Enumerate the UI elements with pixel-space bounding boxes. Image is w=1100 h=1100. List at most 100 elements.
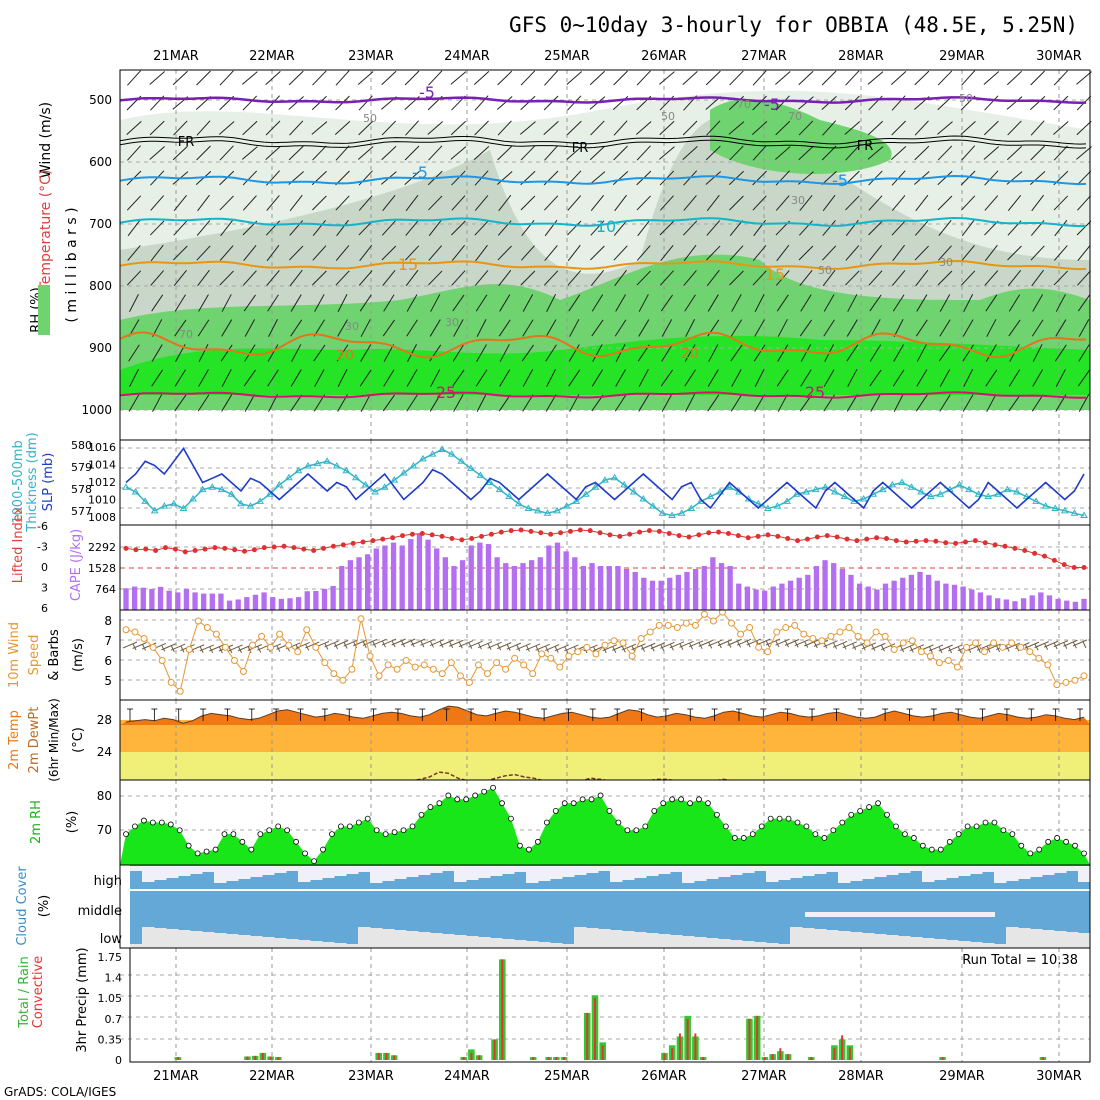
lifted-index-point xyxy=(123,545,129,551)
contour-label: -5 xyxy=(419,83,435,102)
wind-barb xyxy=(730,319,743,337)
wind-barb xyxy=(613,220,628,236)
cape-bar xyxy=(1055,598,1061,610)
low-cloud-gap xyxy=(274,938,287,948)
wind-barb xyxy=(777,394,788,412)
low-cloud-gap xyxy=(586,928,599,948)
wind-barb xyxy=(569,319,580,337)
surface-wind-barb xyxy=(209,644,224,652)
rh2m-point xyxy=(311,858,317,865)
contour-label: -5 xyxy=(832,171,848,190)
wind-speed-point xyxy=(773,628,781,636)
rh2m-point xyxy=(499,800,505,807)
lifted-index-point xyxy=(192,548,198,553)
wind-barb xyxy=(497,70,513,86)
cape-bar xyxy=(951,584,958,610)
wind-barb xyxy=(1031,269,1044,287)
wind-barb xyxy=(173,220,188,236)
wind-barb xyxy=(961,245,975,261)
wind-speed-point xyxy=(755,643,763,651)
rh2m-point xyxy=(606,808,613,814)
high-cloud-gap xyxy=(502,866,515,874)
wind-speed-point xyxy=(1053,681,1061,689)
surface-wind-barb xyxy=(410,638,426,646)
rh2m-point xyxy=(534,838,541,845)
wind-speed-point xyxy=(547,654,555,662)
high-cloud-gap xyxy=(742,866,755,873)
cape-bar xyxy=(425,539,431,610)
lifted-index-point xyxy=(972,538,978,544)
wind-barb xyxy=(890,71,907,85)
contour-label: 10 xyxy=(596,217,616,236)
wind-barb xyxy=(126,270,142,286)
wind-speed-point xyxy=(411,663,419,671)
wind-barb xyxy=(751,121,768,135)
slp-tick-label: 1008 xyxy=(88,511,116,524)
wind-barb xyxy=(312,220,326,236)
thickness-point xyxy=(361,480,370,488)
wind-barb xyxy=(636,195,651,211)
low-cloud-gap xyxy=(838,931,851,948)
cape-bar xyxy=(1003,599,1009,610)
wind-barb xyxy=(405,269,419,287)
wind-barb xyxy=(381,145,397,161)
lifted-index-point xyxy=(1002,543,1008,549)
wind-speed-point xyxy=(872,628,880,636)
thickness-tick-label: 577 xyxy=(71,505,92,518)
wind-barb xyxy=(1076,71,1092,85)
precip-conv-bar xyxy=(941,1057,944,1060)
wind-barb xyxy=(1076,220,1092,236)
lifted-index-point xyxy=(261,545,267,551)
cape-bar xyxy=(149,588,155,610)
high-cloud-gap xyxy=(286,866,299,871)
lifted-index-point xyxy=(390,535,396,541)
wind-barb xyxy=(914,70,930,86)
wind-speed-point xyxy=(239,667,247,675)
cape-bar xyxy=(934,580,940,610)
wind-barb xyxy=(939,394,951,412)
wind-barb xyxy=(428,270,443,286)
lifted-index-point xyxy=(706,530,712,536)
wind-barb xyxy=(381,70,397,86)
wind-barb xyxy=(265,146,281,160)
cape-bar xyxy=(856,583,863,610)
wind-barb xyxy=(335,145,350,161)
thickness-point xyxy=(543,509,552,516)
precip-conv-bar xyxy=(277,1057,280,1060)
rh2m-point xyxy=(418,811,425,818)
wind-speed-point xyxy=(357,615,365,623)
wind-barb xyxy=(312,195,327,211)
wind-barb xyxy=(845,145,860,161)
wind-barb xyxy=(635,121,652,135)
wind-barb xyxy=(1031,394,1044,412)
cape-bar xyxy=(589,563,595,610)
lifted-index-point xyxy=(558,530,564,536)
thickness-point xyxy=(380,483,389,490)
wind-barb xyxy=(358,270,373,286)
high-cloud-gap xyxy=(898,866,911,873)
surface-wind-barb xyxy=(823,640,838,648)
wind-barb xyxy=(707,369,719,387)
wind-speed-point xyxy=(456,672,464,680)
wind-barb xyxy=(335,70,350,86)
wind-speed-point xyxy=(700,610,708,618)
lifted-index-point xyxy=(538,530,544,536)
high-cloud-gap xyxy=(526,866,539,883)
thickness-point xyxy=(323,457,332,464)
wind-speed-point xyxy=(303,626,311,634)
wind-barb xyxy=(937,121,953,135)
low-cloud-gap xyxy=(922,938,935,948)
cape-bar xyxy=(753,589,759,610)
lifted-tick-label: -6 xyxy=(37,520,48,533)
lifted-index-point xyxy=(903,539,909,545)
wind-barb xyxy=(197,194,210,212)
wind-barb xyxy=(822,194,836,212)
wind-barb xyxy=(984,195,999,211)
wind-barb xyxy=(800,344,812,362)
wind-barb xyxy=(428,145,443,161)
low-cloud-gap xyxy=(802,928,815,948)
wind-barb xyxy=(198,344,209,362)
cape-bar xyxy=(908,574,915,610)
thickness-point xyxy=(284,473,293,481)
